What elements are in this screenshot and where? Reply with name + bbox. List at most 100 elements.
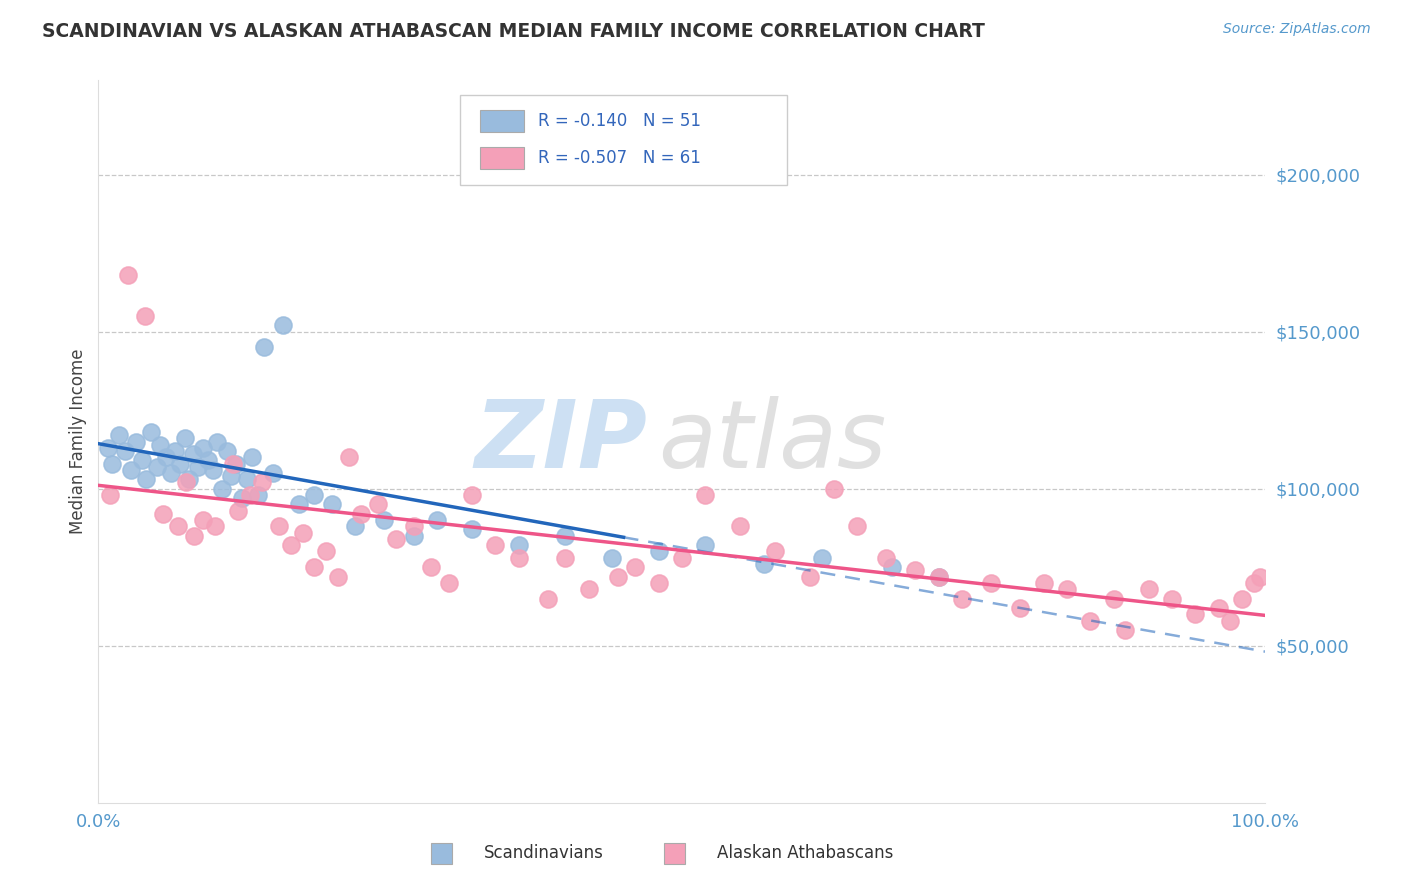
Point	[763, 544, 786, 558]
Point	[125, 434, 148, 449]
Point	[461, 488, 484, 502]
Point	[420, 560, 443, 574]
Point	[928, 569, 950, 583]
Point	[183, 529, 205, 543]
Point	[752, 557, 775, 571]
Point	[484, 538, 506, 552]
Point	[1230, 591, 1253, 606]
Point	[578, 582, 600, 597]
Point	[193, 513, 215, 527]
Point	[1102, 591, 1125, 606]
Point	[980, 575, 1002, 590]
Point	[1161, 591, 1184, 606]
Point	[950, 591, 973, 606]
Point	[647, 544, 669, 558]
Text: R = -0.140   N = 51: R = -0.140 N = 51	[538, 112, 702, 129]
Point	[271, 318, 294, 333]
Point	[269, 519, 291, 533]
Point	[228, 503, 250, 517]
Point	[1184, 607, 1206, 622]
Point	[554, 529, 576, 543]
Point	[799, 569, 821, 583]
Point	[337, 450, 360, 465]
Point	[253, 340, 276, 354]
Point	[928, 569, 950, 583]
Point	[671, 550, 693, 565]
Point	[207, 434, 229, 449]
Point	[1249, 569, 1271, 583]
Point	[426, 513, 449, 527]
Point	[97, 441, 120, 455]
Bar	[665, 843, 685, 864]
Point	[350, 507, 373, 521]
Point	[262, 466, 284, 480]
Point	[385, 532, 408, 546]
Point	[152, 507, 174, 521]
Point	[730, 519, 752, 533]
Point	[508, 538, 530, 552]
Point	[211, 482, 233, 496]
Point	[811, 550, 834, 565]
Point	[461, 523, 484, 537]
Point	[101, 457, 124, 471]
Point	[193, 441, 215, 455]
Point	[235, 472, 257, 486]
Text: Alaskan Athabascans: Alaskan Athabascans	[717, 845, 893, 863]
Point	[402, 529, 425, 543]
Point	[880, 560, 903, 574]
Point	[179, 472, 201, 486]
Point	[174, 475, 197, 490]
Point	[120, 463, 142, 477]
Point	[695, 488, 717, 502]
Point	[304, 560, 326, 574]
Point	[823, 482, 845, 496]
Point	[437, 575, 460, 590]
Text: atlas: atlas	[658, 396, 887, 487]
Text: R = -0.507   N = 61: R = -0.507 N = 61	[538, 149, 702, 168]
Point	[600, 550, 623, 565]
Point	[215, 444, 238, 458]
Text: SCANDINAVIAN VS ALASKAN ATHABASCAN MEDIAN FAMILY INCOME CORRELATION CHART: SCANDINAVIAN VS ALASKAN ATHABASCAN MEDIA…	[42, 22, 986, 41]
Point	[201, 463, 224, 477]
Point	[139, 425, 162, 439]
Point	[134, 309, 156, 323]
Point	[231, 491, 253, 505]
Point	[1208, 601, 1230, 615]
Bar	[479, 147, 524, 169]
Bar	[479, 110, 524, 132]
Point	[508, 550, 530, 565]
Point	[291, 525, 314, 540]
Point	[1137, 582, 1160, 597]
Point	[1243, 575, 1265, 590]
Point	[280, 538, 302, 552]
Point	[239, 488, 262, 502]
Point	[537, 591, 560, 606]
Point	[554, 550, 576, 565]
Point	[114, 444, 136, 458]
Point	[165, 444, 187, 458]
Point	[1032, 575, 1054, 590]
Point	[875, 550, 897, 565]
Point	[197, 453, 219, 467]
Point	[1080, 614, 1102, 628]
Point	[117, 268, 139, 282]
Point	[146, 459, 169, 474]
Point	[1219, 614, 1241, 628]
Point	[131, 453, 153, 467]
Point	[155, 450, 177, 465]
Point	[242, 450, 264, 465]
Text: ZIP: ZIP	[474, 395, 647, 488]
Point	[98, 488, 121, 502]
Point	[606, 569, 628, 583]
Point	[315, 544, 337, 558]
Point	[846, 519, 869, 533]
Point	[904, 563, 927, 577]
Point	[149, 438, 172, 452]
FancyBboxPatch shape	[460, 95, 787, 185]
Point	[367, 497, 389, 511]
Point	[695, 538, 717, 552]
Point	[159, 466, 181, 480]
Point	[402, 519, 425, 533]
Point	[321, 497, 343, 511]
Point	[169, 457, 191, 471]
